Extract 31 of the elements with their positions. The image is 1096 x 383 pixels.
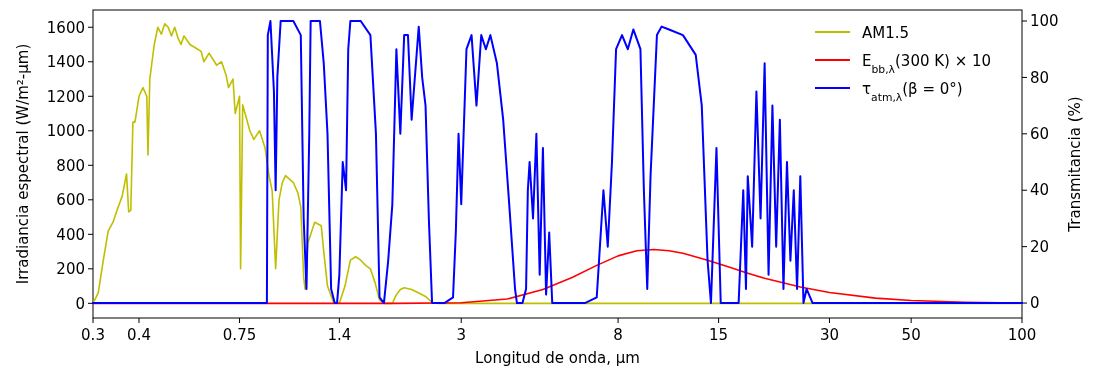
x-tick-label: 50 [901,326,921,344]
x-tick-label: 0.3 [81,326,105,344]
y2-tick-label: 20 [1030,237,1050,256]
y-axis-title: Irradiancia espectral (W/m²-μm) [14,43,32,285]
x-tick-label: 100 [1007,326,1037,344]
y2-tick-label: 60 [1030,125,1050,144]
y-tick-label: 800 [56,156,85,175]
x-tick-label: 15 [709,326,729,344]
x-tick-label: 0.4 [127,326,151,344]
legend-label: E$_{bb,λ}$(300 K) × 10 [862,52,992,76]
x-tick-label: 0.75 [222,326,257,344]
y-tick-label: 1600 [46,18,85,37]
y2-tick-label: 40 [1030,181,1050,200]
y2-axis-title: Transmitancia (%) [1066,96,1084,233]
y2-tick-label: 80 [1030,68,1050,87]
x-tick-label: 8 [613,326,623,344]
y-tick-label: 0 [75,294,85,313]
y-tick-label: 1000 [46,122,85,141]
x-tick-label: 3 [456,326,466,344]
x-axis-title: Longitud de onda, μm [475,349,640,367]
y-tick-label: 1400 [46,53,85,72]
y-tick-label: 400 [56,225,85,244]
x-tick-label: 30 [819,326,840,344]
legend-label: τ$_{atm,λ}$(β = 0°) [862,80,963,104]
legend-label: AM1.5 [862,24,910,42]
x-tick-label: 1.4 [327,326,352,344]
y2-tick-label: 100 [1030,12,1059,31]
y2-tick-label: 0 [1030,294,1040,313]
y-tick-label: 1200 [46,87,85,106]
y-tick-label: 200 [56,260,85,279]
y-tick-label: 600 [56,191,85,210]
